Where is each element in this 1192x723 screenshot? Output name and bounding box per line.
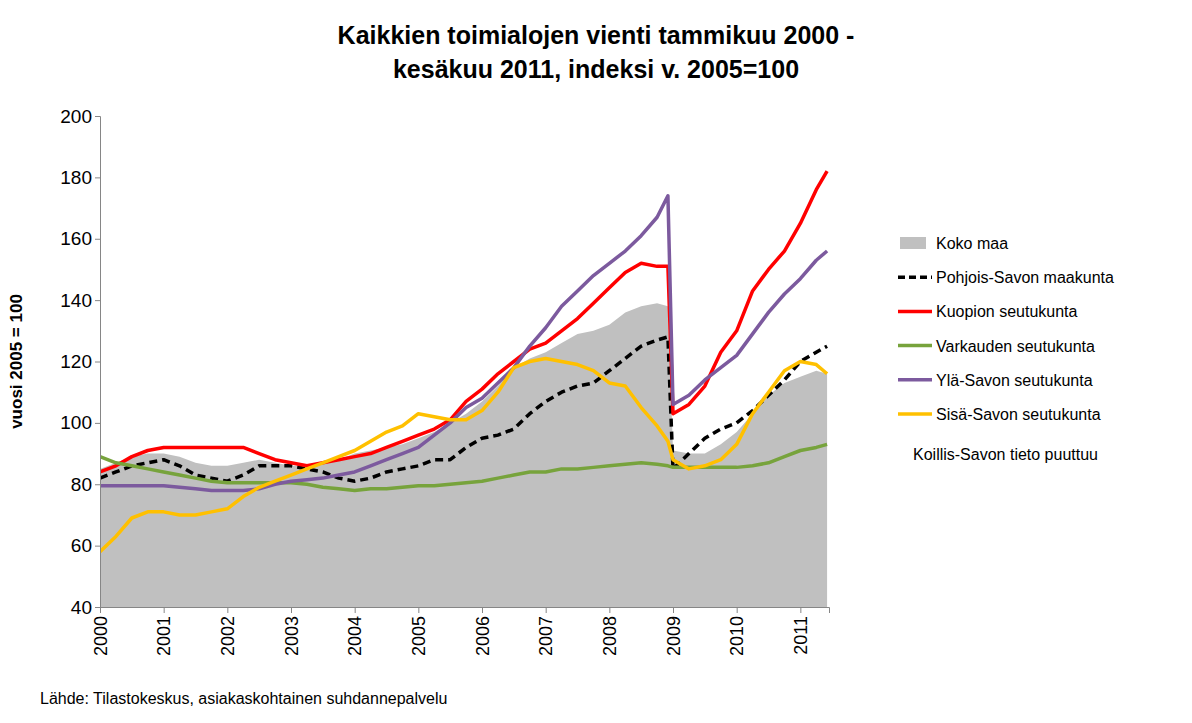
tick: 2002 [218,607,238,656]
legend-swatch [898,275,932,279]
tick-mark [95,484,100,485]
tick-label: 120 [60,351,92,372]
axis-line [95,117,101,608]
title-group: Kaikkien toimialojen vienti tammikuu 200… [338,21,855,83]
tick-label: 2001 [154,616,174,656]
tick: 2001 [154,607,174,656]
tick: 2003 [282,607,302,656]
tick-label: 2002 [218,616,238,656]
legend-label: Varkauden seutukunta [936,338,1095,355]
legend-swatch [900,237,926,249]
tick: 2007 [536,607,556,656]
tick-label: 2000 [91,616,111,656]
tick-mark [546,607,547,613]
source: Lähde: Tilastokeskus, asiakaskohtainen s… [40,690,447,707]
line [100,358,827,551]
tick-label: 2006 [473,616,493,656]
tick-label: 100 [60,412,92,433]
tick: 2010 [727,607,747,656]
tick-label: 40 [71,597,92,618]
tick-mark [95,177,100,178]
tick: 2005 [409,607,429,656]
tick: 2011 [791,607,811,655]
tick: 80 [71,474,100,495]
tick-mark [100,607,101,613]
tick: 40 [71,597,100,618]
tick-mark [800,607,801,613]
tick-mark [418,607,419,613]
tick-label: 180 [60,167,92,188]
tick: 180 [60,167,100,188]
x-axis: 2000 2001 2002 2003 2004 2005 2006 2007 2008 2009… [91,607,830,656]
legend-label: Pohjois-Savon maakunta [936,269,1114,286]
tick: 2000 [91,607,111,656]
legend-label: Ylä-Savon seutukunta [936,372,1093,389]
tick-mark [291,607,292,613]
title: kesäkuu 2011, indeksi v. 2005=100 [393,55,799,83]
tick-mark [737,607,738,613]
tick: 2008 [600,607,620,656]
tick-label: 80 [71,474,92,495]
line [100,196,827,491]
chart: Kaikkien toimialojen vienti tammikuu 200… [0,0,1192,723]
tick: 100 [60,412,100,433]
tick-mark [95,116,100,117]
tick-label: 2007 [536,616,556,656]
tick-mark [95,300,100,301]
tick-label: 2009 [664,616,684,656]
legend-label: Kuopion seutukunta [936,303,1078,320]
plot-area [100,171,827,607]
tick-label: 2003 [282,616,302,656]
tick: 200 [60,106,100,127]
tick-mark [95,423,100,424]
tick-label: 160 [60,228,92,249]
tick-mark [164,607,165,613]
area [100,303,827,607]
tick-mark [673,607,674,613]
tick: 60 [71,535,100,556]
tick-mark [95,239,100,240]
tick-label: 2010 [727,616,747,656]
tick-label: 2008 [600,616,620,656]
tick-mark [355,607,356,613]
line [100,171,827,472]
tick: 120 [60,351,100,372]
axis-line [101,608,830,614]
tick-mark [227,607,228,613]
legend-swatch [898,412,932,416]
legend-label: Sisä-Savon seutukunta [936,406,1101,423]
tick: 2004 [345,607,365,656]
tick: 2006 [473,607,493,656]
tick-label: 60 [71,535,92,556]
tick-label: 2005 [409,616,429,656]
axis-title: vuosi 2005 = 100 [7,294,26,429]
tick-mark [95,362,100,363]
tick-label: 140 [60,290,92,311]
line [100,444,827,490]
y-axis: 40 60 80 100 120 140 160 180 200 [60,106,100,618]
title: Kaikkien toimialojen vienti tammikuu 200… [338,21,855,49]
annotation: Koillis-Savon tieto puuttuu [913,446,1098,463]
tick-mark [482,607,483,613]
tick-mark [95,546,100,547]
tick: 2009 [664,607,684,656]
legend-swatch [898,310,932,314]
legend-swatch [898,378,932,382]
tick: 140 [60,290,100,311]
tick-label: 200 [60,106,92,127]
legend: Koko maa Pohjois-Savon maakunta Kuopion se… [898,235,1114,423]
tick-label: 2011 [791,616,811,655]
tick-label: 2004 [345,616,365,656]
tick: 160 [60,228,100,249]
legend-swatch [898,344,932,348]
tick-mark [95,607,100,608]
tick-mark [609,607,610,613]
legend-label: Koko maa [936,235,1008,252]
